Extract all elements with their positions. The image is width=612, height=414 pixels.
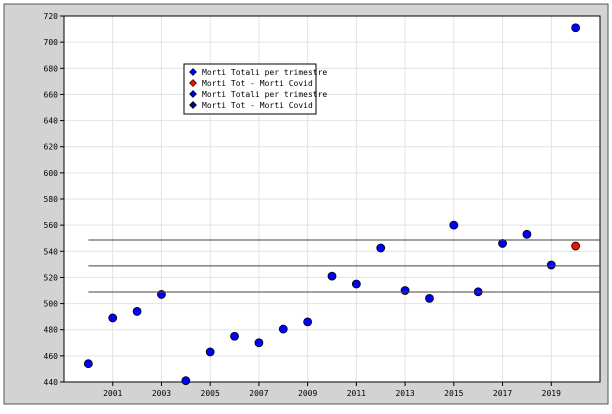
point [376,243,386,253]
y-tick-label: 680 [44,64,59,73]
x-tick-label: 2017 [493,389,512,398]
point [522,229,532,239]
y-tick-label: 460 [44,352,59,361]
y-tick-label: 560 [44,221,59,230]
y-tick-label: 640 [44,117,59,126]
point [278,324,288,334]
point [425,293,434,303]
plot-frame [63,15,601,383]
legend-label: Morti Totali per trimestre [202,90,327,99]
x-tick-label: 2009 [298,389,317,398]
point [83,359,93,369]
legend-marker [189,101,197,109]
point [571,241,581,251]
x-tick-label: 2015 [444,389,463,398]
y-tick-label: 500 [44,300,59,309]
point [571,23,581,33]
y-tick-label: 520 [44,273,59,282]
point [132,307,142,316]
point [400,286,410,295]
y-tick-label: 700 [44,38,59,47]
legend-marker [189,68,197,76]
y-tick-label: 480 [44,326,59,335]
x-tick-label: 2005 [201,389,220,398]
y-tick-label: 440 [44,378,59,387]
x-tick-label: 2007 [249,389,268,398]
y-tick-label: 540 [44,247,59,256]
x-tick-label: 2003 [152,389,171,398]
point [230,331,239,341]
y-tick-label: 720 [44,12,59,21]
legend-box [183,63,317,115]
point [546,260,556,270]
point [254,338,264,348]
point [449,220,459,230]
plot: 440 460 480 500 520 540 560 580 600 620 640 660 680 7… [44,12,601,398]
legend-marker [189,79,197,87]
legend-marker [189,90,197,98]
y-tick-label: 620 [44,143,59,152]
point [303,317,313,327]
point [327,271,337,281]
y-tick-label: 600 [44,169,59,178]
legend-label: Morti Tot - Morti Covid [202,79,313,88]
x-tick-label: 2001 [103,389,122,398]
x-tick-label: 2013 [395,389,414,398]
x-tick-label: 2019 [542,389,561,398]
point [108,313,118,323]
point [351,279,361,289]
legend-label: Morti Tot - Morti Covid [202,101,313,110]
x-tick-label: 2011 [347,389,366,398]
point [181,376,191,386]
y-tick-label: 660 [44,90,59,99]
point [498,239,507,248]
point [205,347,215,357]
legend-label: Morti Totali per trimestre [202,68,327,77]
y-tick-label: 580 [44,195,59,204]
